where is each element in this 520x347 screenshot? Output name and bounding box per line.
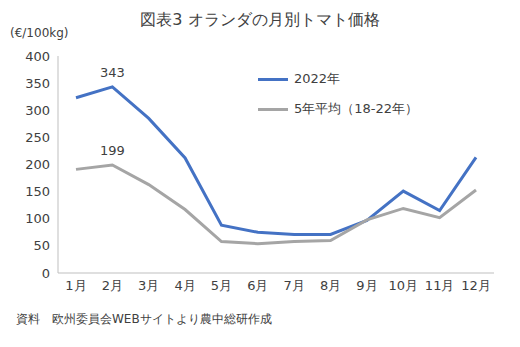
svg-text:350: 350 [25,76,50,91]
svg-text:1月: 1月 [65,278,86,293]
html-text:2022年: 2022年 [294,71,341,86]
svg-text:300: 300 [25,103,50,118]
html-text:5年平均（18-22年）: 5年平均（18-22年） [294,101,418,116]
svg-text:3月: 3月 [138,278,159,293]
html-text:(€/100kg): (€/100kg) [10,26,69,40]
svg-text:10月: 10月 [388,278,418,293]
svg-text:4月: 4月 [174,278,195,293]
svg-text:6月: 6月 [247,278,268,293]
svg-text:12月: 12月 [461,278,491,293]
svg-text:8月: 8月 [320,278,341,293]
html-text:図表3 オランダの月別トマト価格: 図表3 オランダの月別トマト価格 [140,10,380,29]
svg-text:150: 150 [25,184,50,199]
html-text:資料 欧州委員会WEBサイトより農中総研作成: 資料 欧州委員会WEBサイトより農中総研作成 [16,312,272,326]
svg-text:199: 199 [100,143,125,158]
svg-text:0: 0 [42,266,50,281]
svg-text:2月: 2月 [102,278,123,293]
svg-text:9月: 9月 [356,278,377,293]
svg-text:250: 250 [25,130,50,145]
svg-text:400: 400 [25,49,50,64]
svg-text:200: 200 [25,157,50,172]
svg-text:50: 50 [33,238,50,253]
svg-text:11月: 11月 [425,278,455,293]
svg-text:100: 100 [25,211,50,226]
svg-text:343: 343 [100,65,125,80]
svg-text:5月: 5月 [211,278,232,293]
svg-text:7月: 7月 [284,278,305,293]
